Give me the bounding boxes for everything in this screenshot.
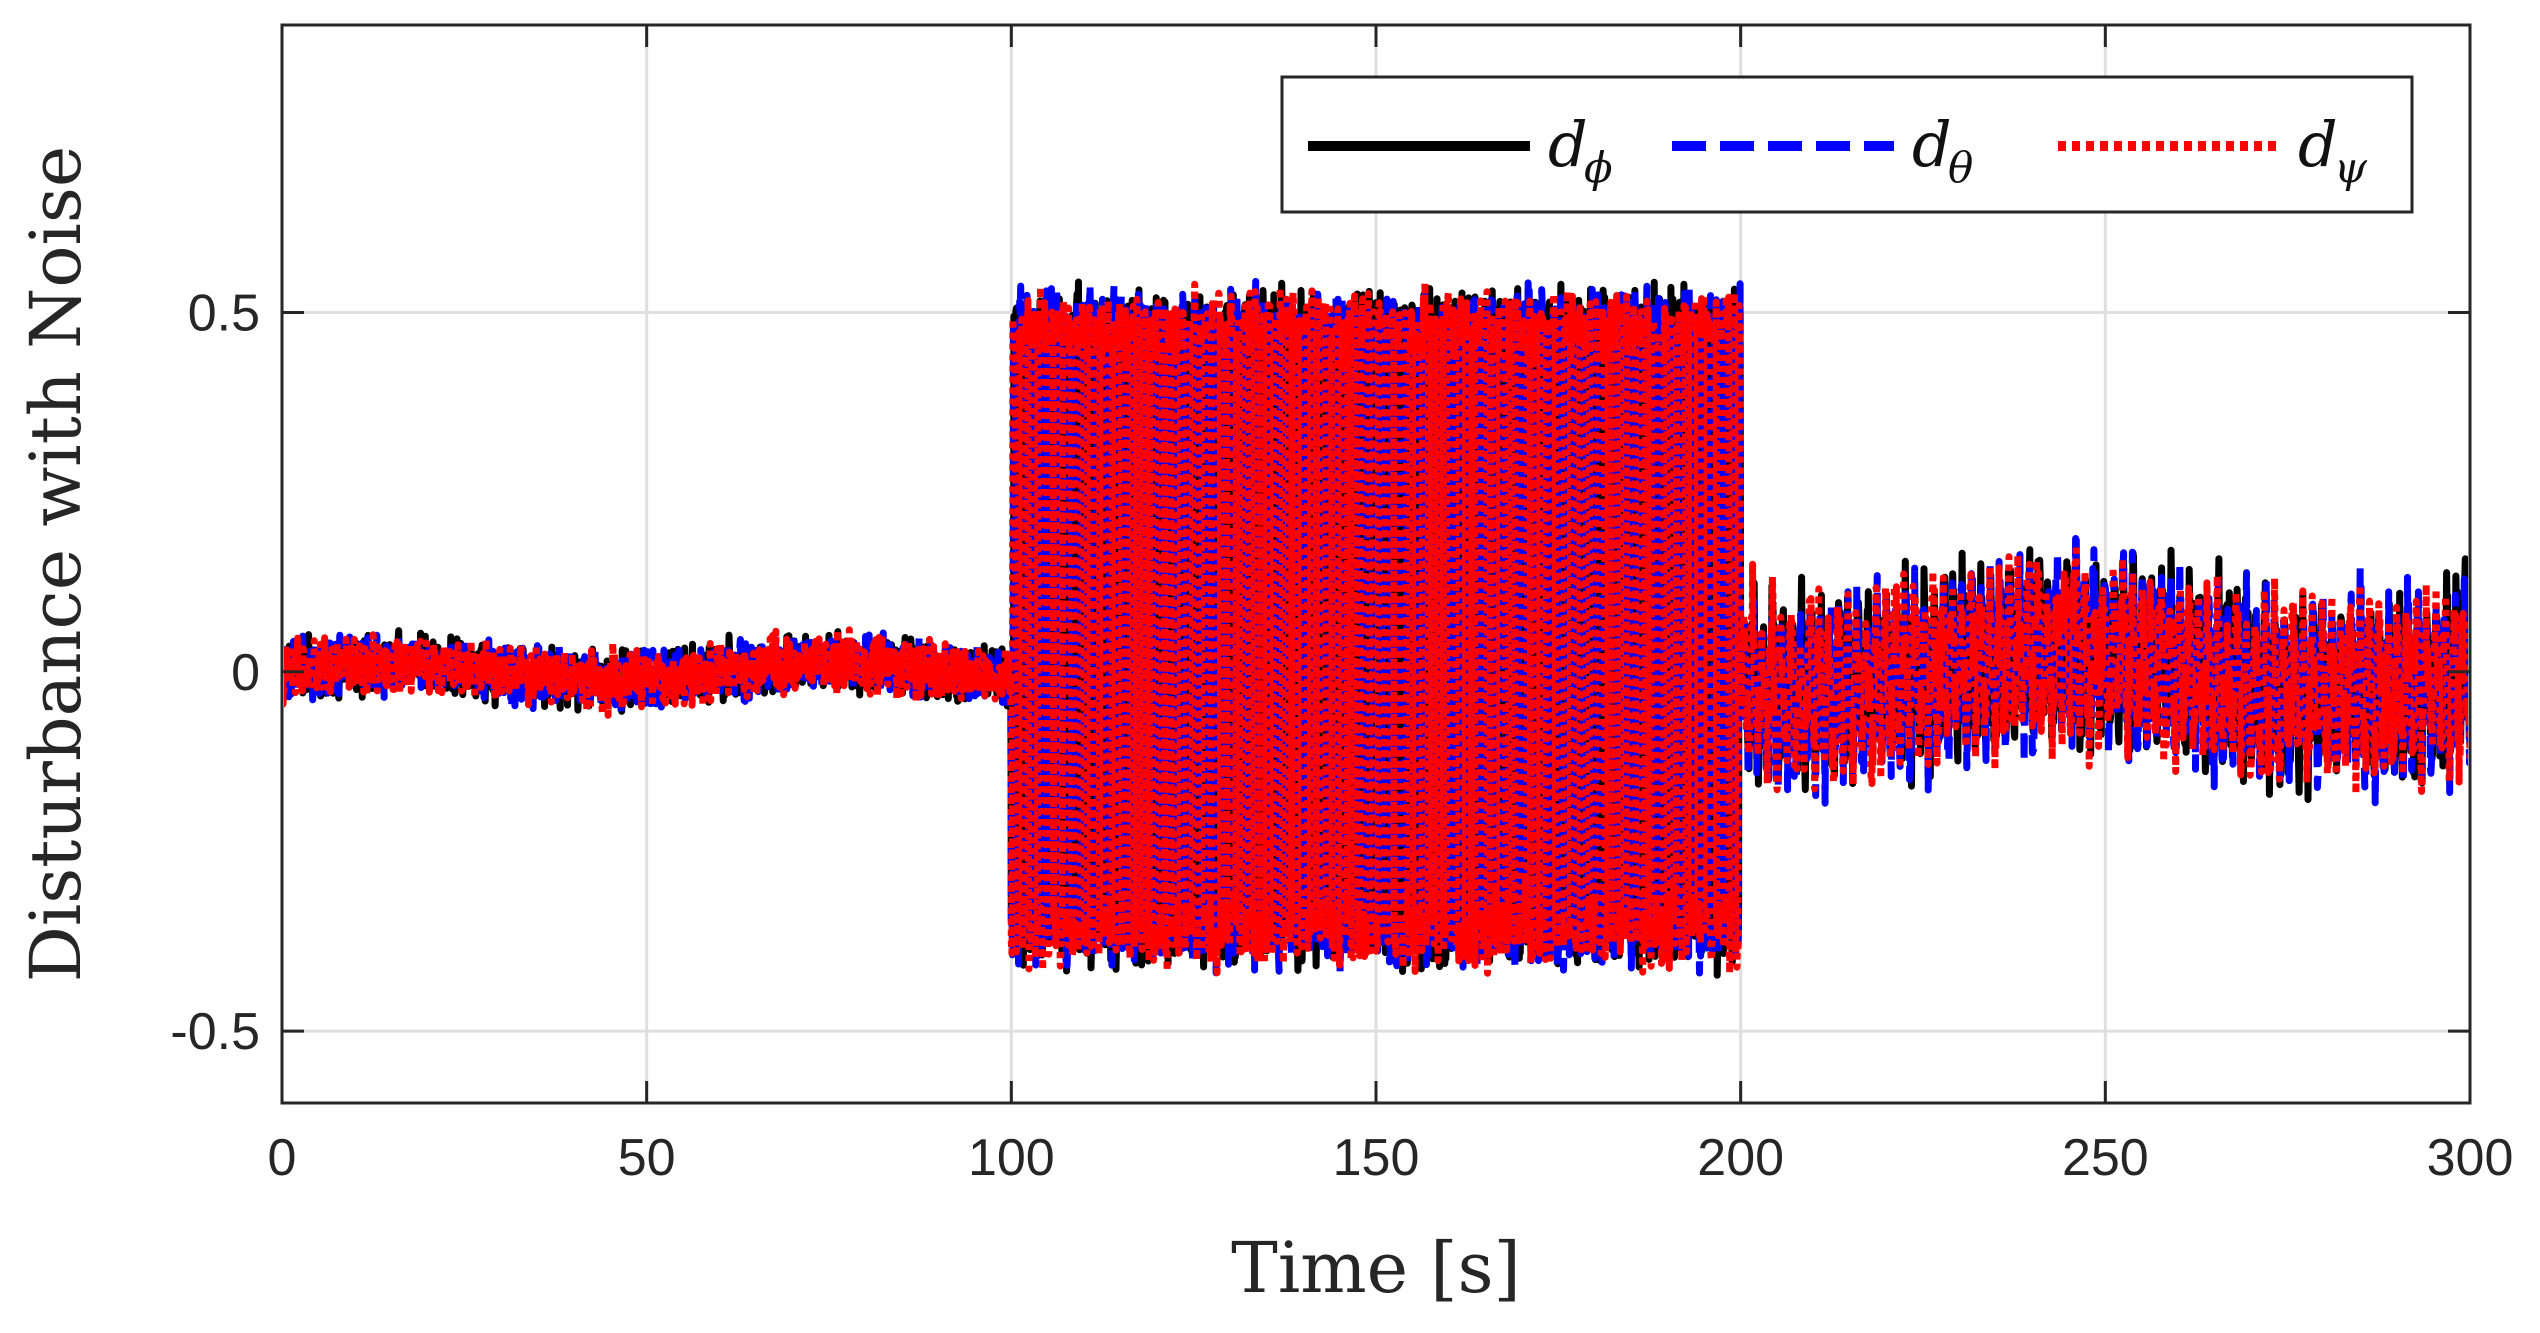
legend-label-d-theta: d bbox=[1912, 108, 1952, 181]
legend-label-d-phi: d bbox=[1548, 108, 1588, 181]
legend-subscript-d-psi: ψ bbox=[2334, 143, 2368, 192]
y-tick-label: -0.5 bbox=[170, 1003, 260, 1061]
y-axis-title: Disturbance with Noise bbox=[15, 146, 97, 983]
tick-labels: 0 50 100 150 200 250 300 -0.5 0 0.5 bbox=[170, 284, 2513, 1187]
x-tick-label: 100 bbox=[968, 1129, 1055, 1187]
legend-entry-d-phi: d ϕ bbox=[1308, 108, 1613, 192]
x-tick-label: 200 bbox=[1697, 1129, 1784, 1187]
legend-label-d-psi: d bbox=[2298, 108, 2338, 181]
legend-subscript-d-theta: θ bbox=[1948, 143, 1973, 192]
series-line-dotted bbox=[284, 279, 2468, 977]
y-tick-label: 0.5 bbox=[188, 284, 260, 342]
x-tick-label: 300 bbox=[2427, 1129, 2514, 1187]
legend-entry-d-psi: d ψ bbox=[2058, 108, 2368, 192]
x-tick-label: 0 bbox=[268, 1129, 297, 1187]
x-tick-label: 250 bbox=[2062, 1129, 2149, 1187]
x-axis-title: Time [s] bbox=[1231, 1227, 1521, 1309]
x-tick-label: 150 bbox=[1333, 1129, 1420, 1187]
legend-entry-d-theta: d θ bbox=[1672, 108, 1973, 192]
series-layer bbox=[284, 277, 2468, 979]
legend-subscript-d-phi: ϕ bbox=[1584, 143, 1613, 192]
y-tick-label: 0 bbox=[231, 644, 260, 702]
ticks bbox=[280, 25, 2472, 1103]
legend: d ϕ d θ d ψ bbox=[1280, 75, 2414, 214]
x-tick-label: 50 bbox=[618, 1129, 676, 1187]
